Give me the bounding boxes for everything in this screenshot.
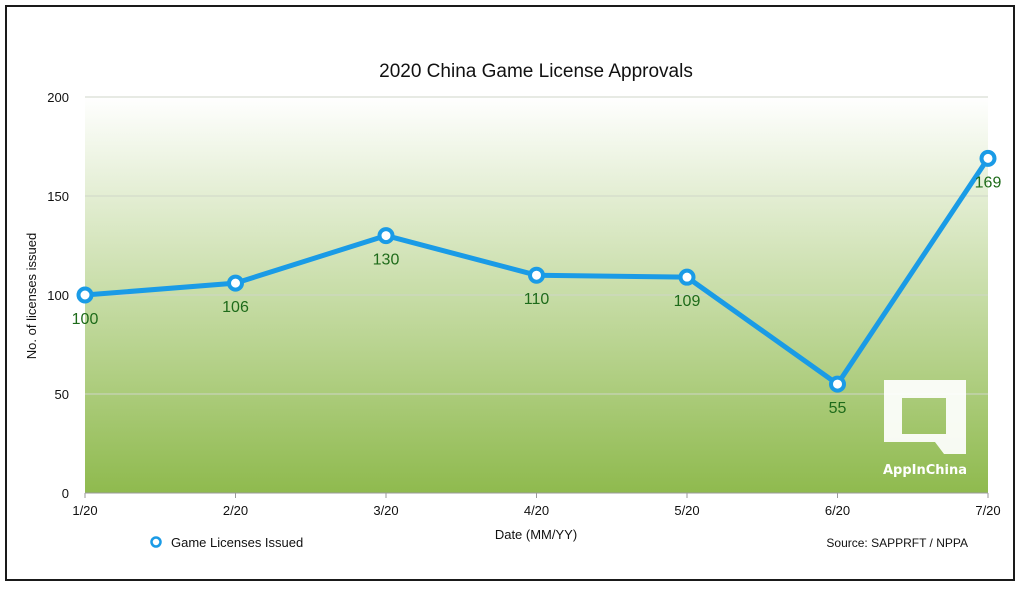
x-axis-ticks: 1/20 2/20 3/20 4/20 5/20 6/20 7/20 [72, 493, 1001, 518]
y-tick-label: 150 [47, 189, 69, 204]
data-label: 106 [222, 299, 249, 316]
data-point [227, 274, 244, 292]
y-tick-label: 200 [47, 90, 69, 105]
legend-label: Game Licenses Issued [171, 535, 303, 550]
data-point [678, 268, 696, 286]
x-tick-label: 5/20 [674, 503, 699, 518]
data-label: 100 [72, 311, 99, 328]
x-tick-label: 4/20 [524, 503, 549, 518]
source-note: Source: SAPPRFT / NPPA [826, 536, 968, 550]
data-point [377, 227, 395, 245]
gridlines [85, 96, 988, 494]
y-tick-label: 100 [47, 288, 69, 303]
appinchina-logo: AppInChina [883, 380, 967, 478]
data-label: 169 [975, 174, 1002, 191]
legend-marker [150, 536, 162, 548]
data-label: 109 [674, 293, 701, 310]
data-point [76, 286, 94, 304]
data-label: 130 [373, 252, 400, 269]
data-label: 110 [524, 291, 550, 308]
legend: Game Licenses Issued [150, 535, 303, 550]
chart-title: 2020 China Game License Approvals [379, 61, 693, 82]
data-labels: 100 106 130 110 109 55 169 [72, 174, 1002, 417]
x-tick-label: 7/20 [975, 503, 1000, 518]
data-label: 55 [829, 400, 847, 417]
x-axis-label: Date (MM/YY) [495, 527, 577, 542]
x-tick-label: 6/20 [825, 503, 850, 518]
x-tick-label: 3/20 [373, 503, 398, 518]
data-point [829, 375, 846, 393]
y-axis-label: No. of licenses issued [24, 233, 39, 359]
appinchina-logo-icon [884, 380, 966, 454]
series-points [76, 149, 997, 393]
y-tick-label: 50 [55, 387, 69, 402]
y-axis-ticks: 0 50 100 150 200 [47, 90, 69, 501]
y-tick-label: 0 [62, 486, 69, 501]
data-point [528, 266, 545, 284]
logo-text: AppInChina [883, 463, 967, 478]
x-tick-label: 1/20 [72, 503, 97, 518]
data-point [979, 149, 997, 167]
x-tick-label: 2/20 [223, 503, 248, 518]
